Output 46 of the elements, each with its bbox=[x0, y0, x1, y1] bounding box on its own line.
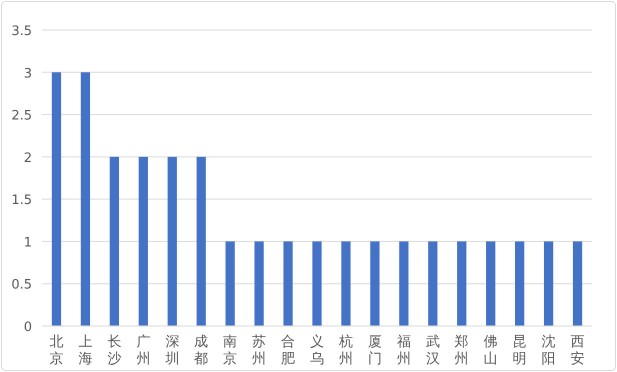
x-tick-label: 上海 bbox=[78, 334, 92, 367]
x-tick-label: 苏州 bbox=[252, 334, 266, 367]
bar bbox=[370, 241, 380, 326]
x-tick-label: 成都 bbox=[194, 334, 208, 367]
bar bbox=[457, 241, 466, 326]
y-tick-label: 1.5 bbox=[11, 193, 32, 208]
bar bbox=[544, 241, 554, 326]
bar bbox=[341, 241, 351, 326]
x-tick-label: 广州 bbox=[136, 334, 150, 367]
bar bbox=[572, 241, 582, 326]
bar bbox=[52, 72, 62, 326]
bar bbox=[428, 241, 438, 326]
x-tick-label: 昆明 bbox=[512, 334, 527, 367]
bar bbox=[110, 156, 119, 326]
y-tick-label: 3 bbox=[24, 66, 32, 82]
bar bbox=[168, 156, 177, 326]
y-tick-label: 2.5 bbox=[11, 108, 32, 124]
bar bbox=[138, 156, 148, 326]
bar bbox=[399, 241, 408, 326]
bar bbox=[254, 241, 264, 326]
bar bbox=[486, 241, 496, 326]
x-tick-label: 南京 bbox=[223, 334, 238, 367]
y-tick-label: 2 bbox=[24, 150, 32, 166]
x-tick-label: 义乌 bbox=[310, 334, 324, 367]
x-tick-label: 北京 bbox=[49, 334, 64, 367]
x-tick-label: 厦门 bbox=[368, 334, 382, 367]
x-tick-label: 西安 bbox=[570, 334, 585, 367]
x-tick-label: 合肥 bbox=[281, 334, 296, 367]
y-tick-label: 1 bbox=[24, 235, 32, 250]
x-tick-label: 郑州 bbox=[454, 334, 469, 367]
bar bbox=[283, 241, 293, 326]
x-tick-label: 福州 bbox=[396, 334, 411, 367]
bar bbox=[196, 156, 206, 326]
bar bbox=[80, 72, 90, 326]
x-tick-label: 武汉 bbox=[426, 334, 440, 367]
bar bbox=[515, 241, 524, 326]
x-tick-label: 深圳 bbox=[164, 334, 180, 367]
x-tick-label: 杭州 bbox=[338, 334, 353, 367]
x-tick-label: 沈阳 bbox=[542, 334, 556, 367]
x-tick-label: 长沙 bbox=[107, 334, 122, 367]
bar bbox=[312, 241, 322, 326]
bar bbox=[226, 241, 235, 326]
x-tick-label: 佛山 bbox=[484, 334, 498, 367]
y-tick-label: 3.5 bbox=[11, 24, 32, 39]
y-tick-label: 0 bbox=[24, 320, 32, 335]
y-tick-label: 0.5 bbox=[11, 278, 32, 293]
